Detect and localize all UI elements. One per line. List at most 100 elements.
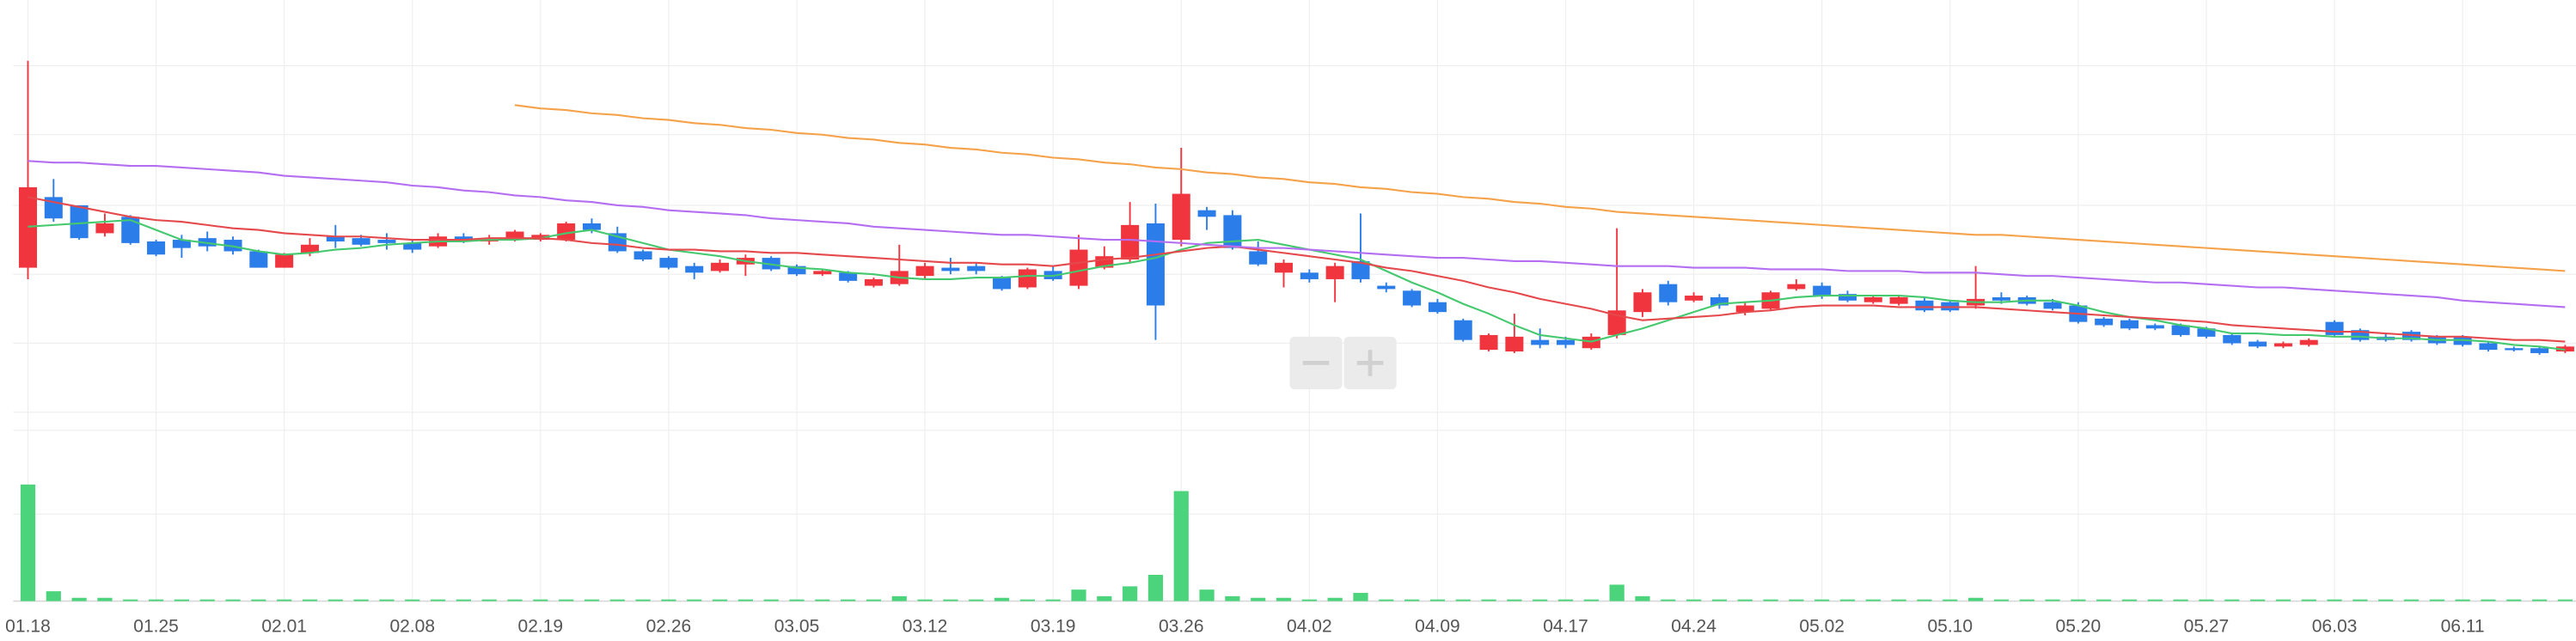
volume-bar — [1891, 599, 1906, 601]
volume-bar — [2045, 599, 2060, 601]
volume-bar — [1557, 599, 1574, 601]
candle-body — [300, 244, 319, 253]
volume-bar — [1917, 599, 1932, 601]
x-tick-label: 04.02 — [1287, 617, 1332, 637]
volume-bar — [46, 591, 61, 601]
plot: 01.18 01.25 02.01 02.08 02.19 02.26 03.05 03.12… — [5, 60, 2574, 637]
candle-body — [864, 278, 883, 286]
volume-bar — [2019, 599, 2034, 601]
candle-body — [1915, 300, 1934, 311]
candle-body — [2530, 348, 2549, 353]
candle-body — [95, 223, 114, 234]
candle-body — [1863, 296, 1882, 302]
volume-bar — [969, 599, 984, 601]
volume-bar — [1045, 599, 1061, 601]
volume-bar — [763, 599, 779, 601]
candle-body — [839, 272, 858, 281]
volume-bar — [2173, 599, 2188, 601]
volume-bar — [1661, 599, 1676, 601]
candle-body — [1505, 336, 1524, 352]
candle-body — [326, 236, 345, 241]
candle-body — [2145, 325, 2164, 329]
volume-bar — [789, 599, 805, 601]
candle-body — [2479, 343, 2498, 351]
moving-average-line — [28, 196, 2566, 343]
x-tick-label: 06.11 — [2441, 617, 2485, 637]
volume-bar — [1943, 599, 1958, 601]
volume-bar — [353, 599, 369, 601]
candle-body — [1889, 296, 1908, 304]
candle-body — [2299, 339, 2318, 345]
volume-bar — [661, 599, 676, 601]
volume-bar — [2224, 599, 2240, 601]
volume-bar — [123, 599, 138, 601]
candle-body — [1710, 296, 1729, 306]
volume-bar — [2147, 599, 2163, 601]
volume-bar — [609, 599, 625, 601]
candle-body — [582, 223, 601, 230]
candle-body — [1557, 339, 1576, 345]
volume-bar — [71, 597, 87, 601]
volume-bar — [2199, 599, 2214, 601]
candle-body — [1735, 305, 1754, 313]
volume-bar — [148, 599, 164, 601]
moving-average-line — [514, 104, 2566, 272]
volume-bar — [1276, 597, 1292, 601]
volume-bar — [2378, 599, 2394, 601]
volume-bar — [1789, 599, 1804, 601]
candle-body — [711, 262, 730, 272]
volume-bar — [481, 599, 497, 601]
candle-body — [2120, 320, 2139, 329]
candle-body — [403, 242, 422, 250]
x-tick-label: 03.05 — [774, 617, 820, 637]
x-tick-label: 04.17 — [1543, 617, 1588, 637]
candle-body — [1479, 334, 1498, 351]
candle-body — [2325, 321, 2344, 335]
candle-body — [377, 240, 396, 243]
volume-bar — [712, 599, 728, 601]
x-tick-label: 02.26 — [646, 617, 692, 637]
candle-body — [1197, 210, 1216, 217]
candle-body — [1275, 262, 1294, 273]
candle-body — [2171, 325, 2190, 335]
candle-body — [1146, 223, 1165, 306]
volume-bar — [1839, 599, 1856, 601]
volume-bar — [1455, 599, 1471, 601]
candle-body — [1813, 285, 1832, 296]
volume-bar — [251, 599, 266, 601]
candle-body — [915, 266, 934, 277]
x-tick-label: 02.08 — [389, 617, 435, 637]
volume-bar — [1379, 599, 1394, 601]
candle-body — [2273, 343, 2292, 347]
candle-body — [1069, 249, 1088, 286]
volume-bar — [2403, 599, 2420, 601]
volume-bar — [1097, 595, 1112, 601]
volume-bar — [456, 599, 471, 601]
x-tick-label: 05.10 — [1927, 617, 1973, 637]
volume-bar — [2455, 599, 2470, 601]
candle-body — [121, 217, 140, 243]
volume-bar — [327, 599, 343, 601]
volume-bar — [379, 599, 395, 601]
candle-body — [18, 186, 38, 268]
volume-bar — [815, 599, 830, 601]
volume-bar — [1071, 589, 1086, 601]
candle-body — [1377, 285, 1396, 290]
candle-body — [685, 266, 704, 273]
candle-body — [1453, 320, 1472, 340]
candle-body — [787, 266, 806, 275]
candle-body — [941, 267, 960, 272]
candle-body — [1531, 339, 1550, 345]
volume-bar — [533, 599, 548, 601]
candle-body — [1325, 266, 1344, 279]
x-tick-label: 05.27 — [2184, 617, 2230, 637]
volume-bar — [1327, 597, 1343, 601]
volume-bar — [943, 599, 958, 601]
volume-bar — [405, 599, 420, 601]
x-tick-label: 02.19 — [518, 617, 564, 637]
volume-bar — [1814, 599, 1830, 601]
volume-bar — [737, 599, 753, 601]
volume-bar — [1199, 589, 1215, 601]
